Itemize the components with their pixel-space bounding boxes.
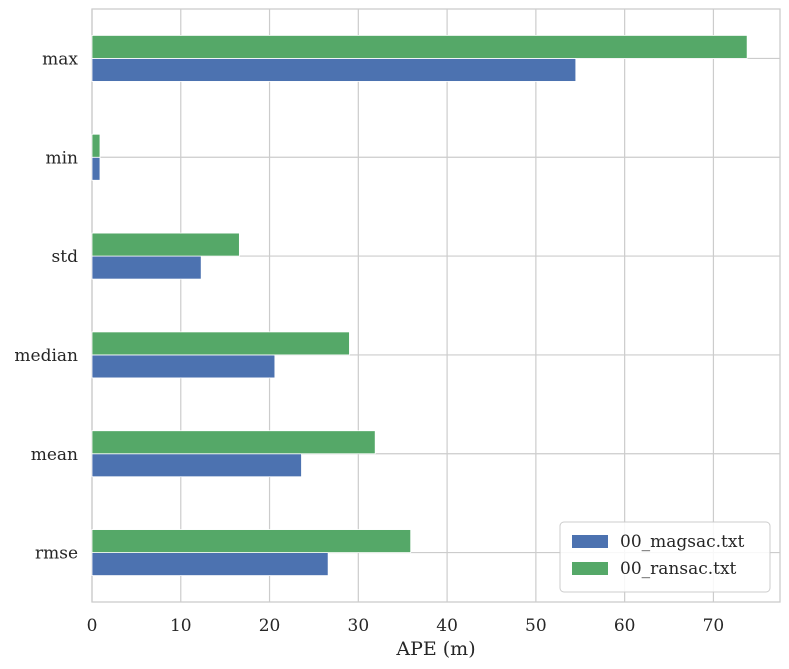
plot-frame: [91, 8, 781, 603]
bars: [91, 35, 748, 576]
x-tick-label: 0: [87, 616, 98, 636]
legend-swatch: [572, 562, 608, 575]
y-tick-label: std: [52, 247, 79, 267]
bar-std-magsac: [91, 255, 202, 280]
x-axis-ticks: 0 10 20 30 40 50 60 70: [87, 616, 725, 636]
y-axis-ticks: max min std median mean rmse: [14, 49, 78, 563]
x-tick-label: 70: [703, 616, 725, 636]
bar-mean-magsac: [91, 453, 302, 478]
legend-label: 00_ransac.txt: [620, 559, 737, 579]
bar-max-ransac: [91, 35, 748, 59]
x-axis-label: APE (m): [395, 638, 475, 660]
y-tick-label: rmse: [35, 544, 78, 564]
y-tick-label: mean: [31, 445, 78, 465]
bar-min-ransac: [91, 133, 101, 158]
x-tick-label: 50: [525, 616, 547, 636]
x-tick-label: 30: [348, 616, 370, 636]
bar-rmse-magsac: [91, 552, 329, 576]
bar-rmse-ransac: [91, 529, 412, 553]
x-tick-label: 60: [614, 616, 636, 636]
x-tick-label: 20: [259, 616, 281, 636]
bar-max-magsac: [91, 58, 577, 82]
y-tick-label: median: [14, 346, 78, 366]
y-tick-label: min: [45, 148, 78, 168]
legend-box: [559, 521, 771, 593]
x-tick-label: 40: [436, 616, 458, 636]
bar-min-magsac: [91, 156, 101, 181]
x-tick-label: 10: [170, 616, 192, 636]
bar-std-ransac: [91, 232, 240, 257]
bar-median-ransac: [91, 331, 350, 356]
bar-median-magsac: [91, 354, 276, 379]
legend: 00_magsac.txt 00_ransac.txt: [559, 521, 771, 593]
legend-swatch: [572, 535, 608, 548]
bar-mean-ransac: [91, 430, 376, 455]
legend-label: 00_magsac.txt: [620, 532, 744, 552]
grid-lines: [91, 9, 780, 602]
y-tick-label: max: [42, 49, 78, 69]
